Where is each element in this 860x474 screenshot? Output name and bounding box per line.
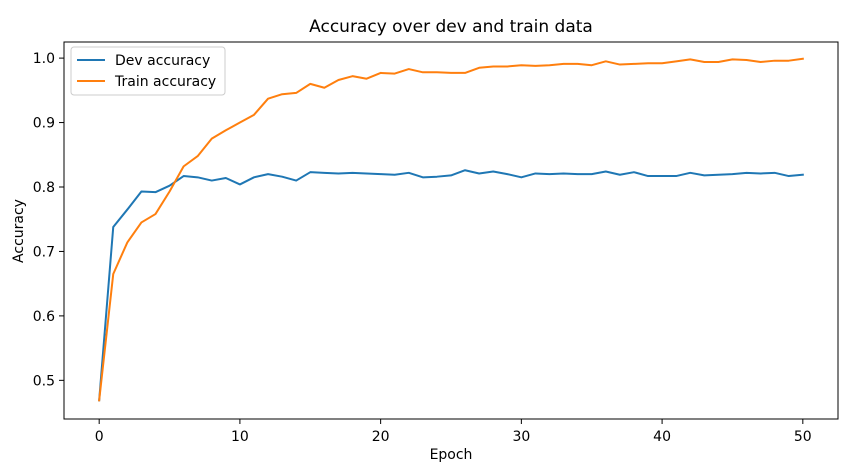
x-tick-label: 10 xyxy=(231,429,249,445)
legend-label-2: Train accuracy xyxy=(114,74,216,90)
y-tick-label: 0.9 xyxy=(33,116,55,132)
legend: Dev accuracy Train accuracy xyxy=(70,46,226,96)
y-tick-label: 0.7 xyxy=(33,244,55,260)
y-tick-label: 0.6 xyxy=(33,309,55,325)
x-tick-label: 0 xyxy=(95,429,104,445)
x-tick-label: 40 xyxy=(653,429,671,445)
series-line-2 xyxy=(98,57,804,402)
x-tick-label: 50 xyxy=(794,429,812,445)
y-tick-label: 1.0 xyxy=(33,51,55,67)
y-axis-label: Accuracy xyxy=(11,199,27,263)
series-line-1 xyxy=(98,169,804,402)
plot-area: 0 10 20 30 40 50 0.5 0.6 0.7 0.8 0.9 1.0 xyxy=(33,41,839,445)
x-axis-label: Epoch xyxy=(430,447,473,463)
legend-box xyxy=(70,46,226,96)
chart-title: Accuracy over dev and train data xyxy=(309,17,593,37)
y-tick-label: 0.5 xyxy=(33,373,55,389)
plot-frame xyxy=(63,41,839,420)
x-tick-label: 20 xyxy=(372,429,390,445)
x-tick-label: 30 xyxy=(512,429,530,445)
y-tick-label: 0.8 xyxy=(33,180,55,196)
legend-label-1: Dev accuracy xyxy=(115,53,210,69)
